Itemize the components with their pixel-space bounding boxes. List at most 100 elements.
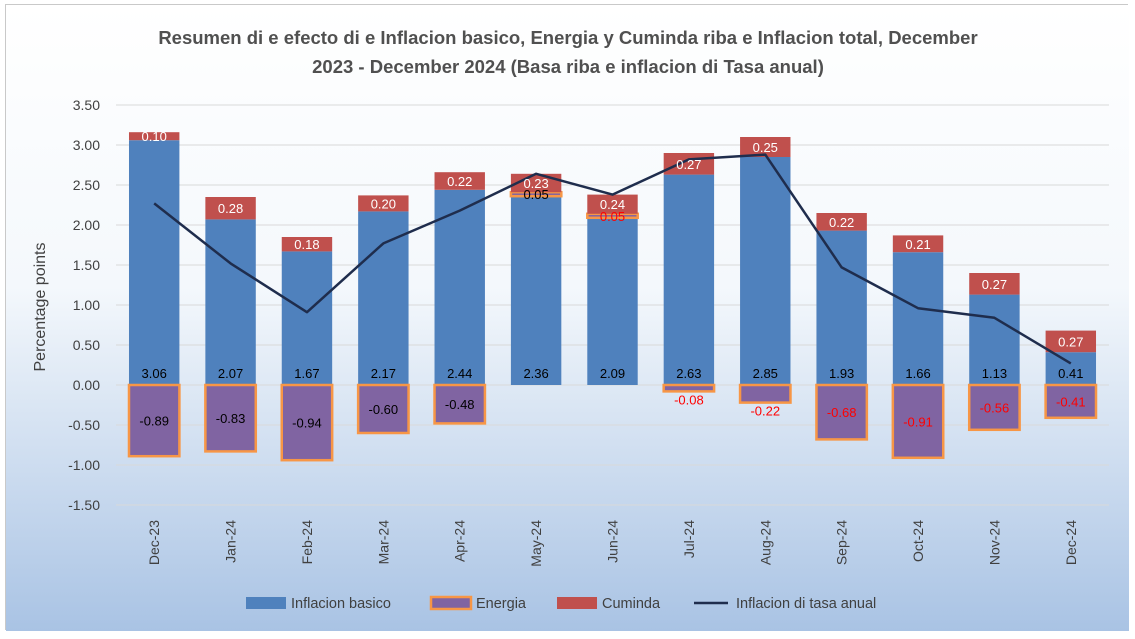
data-label-inflacion-basico: 2.17 bbox=[371, 366, 396, 381]
data-label-energia: -0.60 bbox=[369, 402, 399, 417]
bar-energia bbox=[1044, 383, 1098, 420]
y-tick-label: -1.50 bbox=[68, 497, 100, 513]
bar-energia bbox=[127, 383, 181, 458]
legend-swatch bbox=[429, 595, 473, 611]
data-label-cuminda: 0.20 bbox=[371, 196, 396, 211]
y-tick-label: -0.50 bbox=[68, 417, 100, 433]
bar-inflacion-basico bbox=[205, 219, 256, 385]
y-tick-label: 3.00 bbox=[73, 137, 100, 153]
data-label-cuminda: 0.25 bbox=[753, 140, 778, 155]
x-tick-label: Oct-24 bbox=[910, 520, 926, 562]
bar-energia bbox=[891, 383, 945, 460]
bar-energia bbox=[204, 383, 258, 453]
legend-label: Inflacion basico bbox=[291, 596, 391, 612]
data-label-cuminda: 0.23 bbox=[523, 176, 548, 191]
data-label-energia: -0.22 bbox=[750, 404, 780, 419]
data-label-inflacion-basico: 2.09 bbox=[600, 366, 625, 381]
legend: Inflacion basico Energia Cuminda Inflacion … bbox=[246, 595, 876, 612]
bar-inflacion-basico bbox=[663, 174, 715, 385]
bar-cuminda bbox=[587, 194, 638, 214]
data-label-energia: -0.56 bbox=[980, 400, 1010, 415]
bar-cuminda bbox=[1045, 330, 1097, 353]
legend-label: Inflacion di tasa anual bbox=[736, 596, 876, 612]
bar-cuminda bbox=[816, 213, 867, 231]
x-tick-label: Dec-24 bbox=[1063, 520, 1079, 565]
data-label-cuminda: 0.21 bbox=[905, 237, 930, 252]
data-label-inflacion-basico: 1.66 bbox=[905, 366, 930, 381]
data-label-energia: -0.89 bbox=[139, 414, 169, 429]
y-tick-label: 3.50 bbox=[73, 97, 100, 113]
data-label-energia: -0.48 bbox=[445, 397, 475, 412]
x-tick-label: Dec-23 bbox=[146, 520, 162, 565]
data-label-energia: -0.68 bbox=[827, 405, 857, 420]
y-tick-label: 2.50 bbox=[73, 177, 100, 193]
bar-energia bbox=[815, 383, 869, 441]
bar-inflacion-basico bbox=[587, 217, 638, 385]
bar-energia bbox=[433, 383, 487, 425]
data-label-cuminda: 0.24 bbox=[600, 197, 625, 212]
data-label-inflacion-basico: 1.13 bbox=[982, 366, 1007, 381]
bar-inflacion-basico bbox=[816, 230, 867, 385]
data-label-inflacion-basico: 2.07 bbox=[218, 366, 243, 381]
bar-cuminda bbox=[128, 132, 180, 141]
chart-title-line-1: Resumen di e efecto di e Inflacion basic… bbox=[158, 27, 977, 48]
bar-cuminda bbox=[205, 197, 256, 220]
data-label-cuminda: 0.22 bbox=[829, 215, 854, 230]
data-label-cuminda: 0.27 bbox=[676, 157, 701, 172]
chart-frame: Resumen di e efecto di e Inflacion basic… bbox=[5, 4, 1129, 631]
data-label-inflacion-basico: 1.93 bbox=[829, 366, 854, 381]
bar-cuminda bbox=[358, 195, 409, 212]
data-label-energia: 0.05 bbox=[523, 187, 548, 202]
bar-energia bbox=[967, 383, 1021, 432]
legend-swatch bbox=[246, 597, 286, 609]
data-label-inflacion-basico: 3.06 bbox=[142, 366, 167, 381]
bar-energia bbox=[280, 383, 334, 462]
y-tick-label: 2.00 bbox=[73, 217, 100, 233]
y-tick-label: 0.00 bbox=[73, 377, 100, 393]
bar-cuminda bbox=[434, 172, 485, 190]
data-label-energia: -0.41 bbox=[1056, 394, 1086, 409]
data-label-energia: 0.05 bbox=[600, 209, 625, 224]
legend-label: Cuminda bbox=[602, 596, 661, 612]
x-tick-label: Apr-24 bbox=[452, 520, 468, 562]
bar-inflacion-basico bbox=[434, 189, 485, 385]
bar-cuminda bbox=[281, 237, 333, 252]
y-tick-label: 1.50 bbox=[73, 257, 100, 273]
y-tick-label: 0.50 bbox=[73, 337, 100, 353]
y-axis-label: Percentage points bbox=[32, 243, 49, 372]
x-tick-label: Nov-24 bbox=[986, 520, 1002, 565]
data-label-energia: -0.08 bbox=[674, 392, 704, 407]
legend-swatch bbox=[557, 597, 597, 609]
bar-inflacion-basico bbox=[1045, 352, 1097, 385]
data-label-inflacion-basico: 2.36 bbox=[523, 366, 548, 381]
y-tick-label: -1.00 bbox=[68, 457, 100, 473]
x-tick-label: May-24 bbox=[528, 520, 544, 567]
data-label-cuminda: 0.18 bbox=[294, 237, 319, 252]
data-label-inflacion-basico: 2.44 bbox=[447, 366, 472, 381]
data-label-energia: -0.91 bbox=[903, 414, 933, 429]
data-label-energia: -0.94 bbox=[292, 416, 322, 431]
bar-inflacion-basico bbox=[740, 157, 791, 385]
data-label-cuminda: 0.22 bbox=[447, 174, 472, 189]
data-label-inflacion-basico: 1.67 bbox=[294, 366, 319, 381]
line-inflacion-di-tasa-anual bbox=[153, 153, 1072, 365]
bar-inflacion-basico bbox=[510, 196, 562, 385]
data-label-cuminda: 0.10 bbox=[142, 129, 167, 144]
x-tick-label: Jun-24 bbox=[605, 520, 621, 563]
x-tick-label: Jul-24 bbox=[681, 520, 697, 558]
bar-energia bbox=[738, 383, 792, 404]
data-label-cuminda: 0.27 bbox=[982, 277, 1007, 292]
legend-label: Energia bbox=[476, 596, 527, 612]
x-tick-label: Feb-24 bbox=[299, 520, 315, 565]
data-label-inflacion-basico: 2.63 bbox=[676, 366, 701, 381]
chart-title-line-2: 2023 - December 2024 (Basa riba e inflac… bbox=[312, 56, 824, 77]
bar-inflacion-basico bbox=[281, 251, 333, 385]
data-label-cuminda: 0.27 bbox=[1058, 334, 1083, 349]
y-tick-label: 1.00 bbox=[73, 297, 100, 313]
bar-inflacion-basico bbox=[892, 252, 944, 385]
bar-cuminda bbox=[892, 235, 944, 253]
x-tick-label: Mar-24 bbox=[375, 520, 391, 565]
x-tick-label: Jan-24 bbox=[223, 520, 239, 563]
chart-svg: Resumen di e efecto di e Inflacion basic… bbox=[6, 5, 1129, 631]
data-label-cuminda: 0.28 bbox=[218, 201, 243, 216]
